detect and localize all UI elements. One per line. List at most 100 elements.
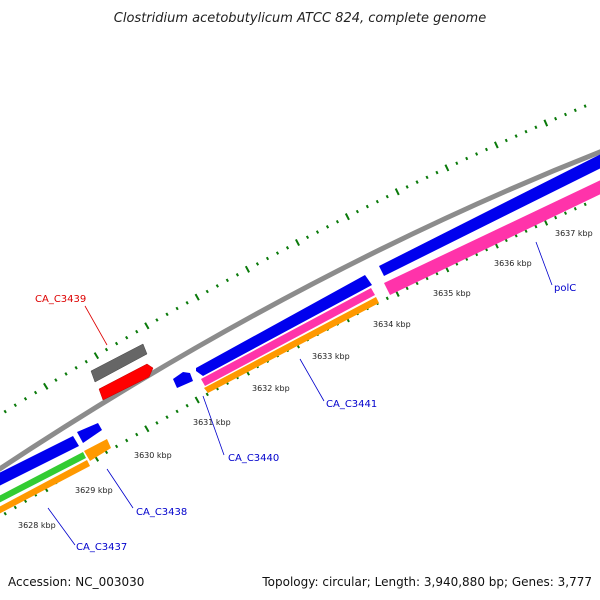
tick-mark [155,421,159,425]
gene-blue-left[interactable] [0,436,79,488]
tick-mark [534,125,538,130]
tick-mark [465,156,469,161]
tick-mark [185,301,189,305]
tick-mark [13,403,17,408]
tick-mark [573,108,577,113]
tick-mark [114,444,119,449]
tick-mark [215,284,219,288]
gene-label-CA_C3437[interactable]: CA_C3437 [76,542,127,553]
tick-mark [165,312,169,317]
gene-label-CA_C3441[interactable]: CA_C3441 [326,399,377,410]
tick-mark [435,271,439,276]
tick-mark [74,366,78,370]
accession-text: Accession: NC_003030 [8,575,144,589]
tick-mark [3,409,7,414]
tick-mark [514,134,518,138]
tick-mark [583,202,587,207]
tick-mark [175,409,179,414]
tick-mark [205,392,209,397]
kbp-label: 3636 kbp [494,259,532,268]
kbp-label: 3635 kbp [433,289,471,298]
tick-mark [244,265,250,273]
tick-mark [455,161,459,166]
tick-mark [64,372,68,376]
tick-mark [305,235,310,240]
tick-mark [514,233,518,238]
tick-mark [415,281,419,286]
tick-mark [554,116,558,121]
tick-mark [394,188,400,196]
tick-mark [33,390,38,395]
tick-mark [543,119,549,127]
tick-mark [573,206,577,211]
kbp-label: 3632 kbp [252,384,290,393]
tick-mark [194,396,200,404]
tick-mark [504,138,508,143]
tick-mark [365,204,369,209]
tick-mark [235,273,239,277]
tick-mark [315,230,320,234]
tick-mark [435,170,439,175]
tick-mark [563,112,568,117]
tick-mark [444,164,450,172]
kbp-scale: 3628 kbp 3629 kbp 3630 kbp 3631 kbp 3632… [18,229,593,530]
kbp-label: 3637 kbp [555,229,593,238]
tick-mark [405,286,409,291]
gene-orange-CA_C3437[interactable] [0,460,90,516]
tick-mark [23,397,28,401]
gene-labels: CA_C3439 CA_C3440 CA_C3441 polC CA_C3438… [35,283,576,553]
tick-mark [524,229,528,233]
tick-mark [175,306,179,311]
tick-mark [475,152,479,156]
tick-mark [225,278,229,283]
tick-mark [415,180,419,184]
gene-orange-CA_C3438[interactable] [84,439,111,461]
tick-mark [425,175,429,180]
gene-features [0,152,600,516]
gene-label-polC[interactable]: polC [554,283,576,294]
gene-blue-CA_C3438-small[interactable] [77,423,102,443]
tick-mark [84,359,88,364]
gene-gray-CA_C3439[interactable] [90,343,148,383]
tick-mark [93,352,100,360]
tick-mark [43,382,49,390]
tick-mark [155,318,159,322]
genome-backbone [0,149,600,472]
tick-mark [165,415,169,419]
kbp-label: 3630 kbp [134,451,172,460]
gene-orange-CA_C3441[interactable] [204,297,379,393]
tick-mark [144,322,150,330]
gene-green[interactable] [0,452,86,505]
gene-label-CA_C3440[interactable]: CA_C3440 [228,453,279,464]
tick-mark [405,185,409,189]
tick-mark [425,276,429,281]
tick-mark [3,511,7,516]
tick-mark [325,225,330,229]
gene-blue-CA_C3440[interactable] [196,275,372,376]
gene-red-CA_C3439[interactable] [98,363,154,401]
tick-mark [13,505,17,510]
tick-mark [205,289,209,294]
gene-blue-small[interactable] [173,372,193,388]
tick-mark [385,296,389,301]
tick-mark [335,219,340,224]
kbp-label: 3629 kbp [75,486,113,495]
tick-mark [104,347,109,352]
tick-mark [125,438,129,443]
tick-mark [385,194,389,199]
tick-mark [104,450,109,455]
gene-label-CA_C3438[interactable]: CA_C3438 [136,507,187,518]
gene-blue-polC[interactable] [379,152,600,276]
tick-mark [194,293,200,301]
tick-mark [54,378,58,382]
tick-mark [583,104,587,108]
tick-mark [355,209,359,214]
gene-pink-CA_C3441[interactable] [201,288,375,386]
tick-mark [493,141,499,149]
gene-label-CA_C3439[interactable]: CA_C3439 [35,294,86,305]
gene-pink-polC[interactable] [384,178,600,295]
leader-lines [47,241,553,546]
tick-mark [375,199,379,204]
tick-mark [285,246,290,250]
